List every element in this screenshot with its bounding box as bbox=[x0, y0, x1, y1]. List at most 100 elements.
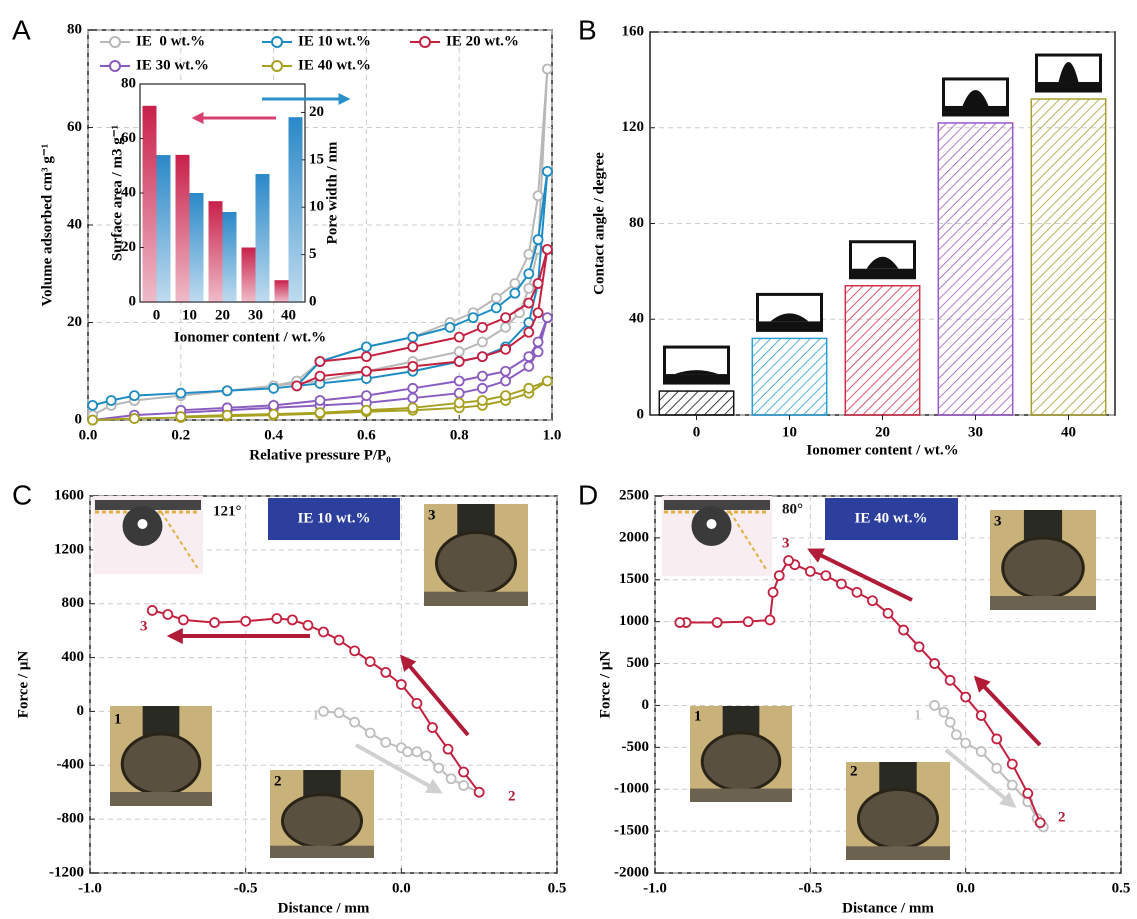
data-point bbox=[541, 165, 553, 177]
x-tick-label: 0.6 bbox=[357, 427, 376, 443]
data-point bbox=[532, 190, 544, 202]
inset-bar bbox=[241, 247, 256, 302]
x-tick-label: 0.0 bbox=[956, 880, 975, 896]
data-point bbox=[523, 326, 535, 338]
data-point bbox=[453, 356, 465, 367]
data-point bbox=[500, 312, 512, 324]
sample-tag bbox=[268, 498, 400, 540]
data-point bbox=[867, 595, 878, 607]
data-point bbox=[523, 360, 535, 372]
arrow bbox=[973, 675, 1042, 747]
arrow bbox=[807, 548, 913, 602]
y-tick-label: 2000 bbox=[619, 529, 649, 545]
data-point bbox=[991, 762, 1003, 774]
bar bbox=[937, 122, 1014, 416]
data-point bbox=[938, 706, 950, 718]
data-point bbox=[271, 613, 283, 624]
data-point bbox=[500, 390, 512, 402]
inset-y2-tick-label: 10 bbox=[309, 199, 324, 215]
data-point bbox=[541, 312, 553, 324]
photo-droplet bbox=[434, 531, 518, 596]
legend-marker bbox=[419, 36, 431, 48]
photo-label: 3 bbox=[994, 513, 1002, 529]
photo-label: 1 bbox=[694, 708, 702, 724]
data-point bbox=[476, 382, 488, 394]
bar bbox=[1030, 98, 1107, 416]
data-point bbox=[532, 278, 544, 289]
data-point bbox=[162, 609, 174, 620]
photo-ground bbox=[846, 846, 950, 860]
x-axis-label: Distance / mm bbox=[278, 900, 370, 916]
y-axis-label: Force / μN bbox=[597, 651, 613, 719]
data-point bbox=[268, 408, 280, 420]
schematic-plate bbox=[95, 500, 201, 510]
x-tick-label: 0.4 bbox=[264, 427, 283, 443]
y-tick-label: -500 bbox=[622, 739, 650, 755]
photo-ground bbox=[690, 788, 792, 802]
data-point bbox=[349, 645, 361, 657]
data-point bbox=[402, 746, 413, 758]
data-point bbox=[314, 356, 326, 367]
x-tick-label: 1.0 bbox=[543, 427, 562, 443]
data-point bbox=[453, 397, 465, 409]
inset-y2-tick-label: 0 bbox=[309, 293, 317, 309]
inset-x-axis-label: Ionomer content / wt.% bbox=[174, 329, 326, 345]
inset-y2-tick-label: 5 bbox=[309, 246, 317, 262]
data-point bbox=[360, 365, 372, 377]
photo-droplet bbox=[280, 793, 364, 849]
data-point bbox=[360, 390, 372, 402]
data-point bbox=[882, 607, 894, 619]
data-point bbox=[380, 736, 392, 748]
data-point bbox=[523, 282, 535, 294]
y-tick-label: -1000 bbox=[614, 781, 649, 797]
legend-label: IE 0 wt.% bbox=[136, 33, 205, 49]
data-point bbox=[314, 395, 326, 406]
data-point bbox=[445, 773, 457, 785]
legend-label: IE 30 wt.% bbox=[136, 57, 209, 73]
x-axis-label: Distance / mm bbox=[842, 900, 934, 916]
data-point bbox=[742, 616, 754, 628]
data-point bbox=[851, 586, 863, 598]
data-point bbox=[380, 666, 392, 678]
inset-bar bbox=[142, 105, 157, 302]
panel-letter: C bbox=[12, 479, 32, 510]
data-point bbox=[407, 402, 419, 414]
x-axis-label: Ionomer content / wt.% bbox=[806, 442, 958, 458]
annotation: 121° bbox=[213, 503, 242, 519]
sample-tag bbox=[825, 498, 958, 540]
data-point bbox=[175, 411, 187, 422]
data-point bbox=[476, 351, 488, 363]
data-point bbox=[476, 336, 488, 348]
inset-y2-tick-label: 20 bbox=[309, 104, 324, 120]
photo-label: 3 bbox=[428, 507, 436, 523]
photo-ground bbox=[424, 591, 528, 606]
data-point bbox=[453, 331, 465, 343]
droplet bbox=[1058, 62, 1079, 83]
data-point bbox=[523, 297, 535, 309]
data-point bbox=[509, 287, 521, 299]
x-axis-label: Relative pressure P/P₀ bbox=[249, 447, 391, 463]
legend-marker bbox=[271, 36, 283, 48]
photo-droplet bbox=[1001, 536, 1085, 600]
plot-frame bbox=[89, 495, 558, 874]
bar bbox=[844, 284, 921, 416]
data-point bbox=[1022, 788, 1034, 799]
plot-frame bbox=[654, 495, 1122, 874]
annotation: 1 bbox=[914, 707, 922, 723]
inset-bar bbox=[274, 280, 289, 302]
data-point bbox=[128, 390, 140, 402]
data-point bbox=[333, 707, 345, 719]
inset-bar bbox=[208, 201, 223, 302]
data-point bbox=[333, 634, 345, 646]
data-point bbox=[500, 343, 512, 355]
data-point bbox=[532, 336, 544, 348]
annotation: 1 bbox=[312, 707, 320, 723]
inset-x-tick-label: 20 bbox=[215, 307, 230, 323]
x-tick-label: -1.0 bbox=[78, 880, 102, 896]
data-point bbox=[302, 619, 314, 631]
data-point bbox=[991, 733, 1003, 745]
data-point bbox=[541, 63, 553, 75]
data-point bbox=[532, 234, 544, 246]
data-point bbox=[711, 617, 723, 628]
y-tick-label: 20 bbox=[67, 314, 82, 330]
